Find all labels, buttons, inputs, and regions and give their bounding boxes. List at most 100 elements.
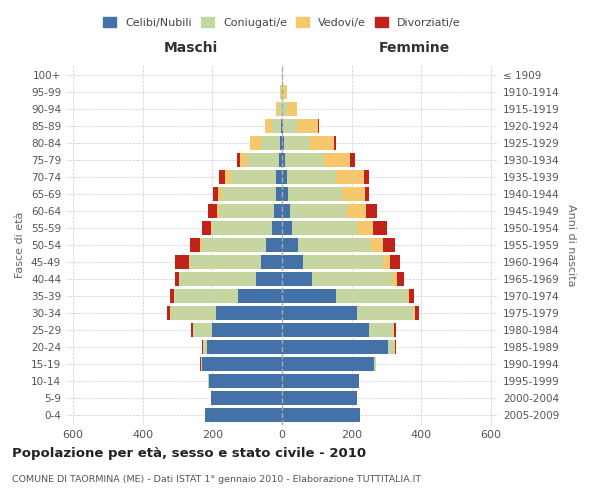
Bar (282, 238, 298, 252)
Bar (282, 119, 283, 133)
Bar (311, 272, 394, 286)
Bar (282, 204, 290, 218)
Bar (282, 170, 287, 184)
Bar (282, 221, 292, 235)
Bar (280, 85, 281, 99)
Bar (282, 255, 303, 269)
Bar (202, 238, 266, 252)
Bar (282, 187, 288, 201)
Y-axis label: Fasce di età: Fasce di età (16, 212, 25, 278)
Bar (170, 306, 216, 320)
Bar (371, 238, 383, 252)
Bar (282, 136, 284, 150)
Bar (394, 272, 397, 286)
Bar (297, 119, 318, 133)
Bar (282, 391, 357, 405)
Text: Maschi: Maschi (164, 41, 218, 55)
Bar (200, 238, 202, 252)
Bar (250, 136, 261, 150)
Bar (283, 85, 287, 99)
Bar (415, 306, 419, 320)
Text: Popolazione per età, sesso e stato civile - 2010: Popolazione per età, sesso e stato civil… (12, 448, 366, 460)
Y-axis label: Anni di nascita: Anni di nascita (566, 204, 576, 286)
Bar (266, 238, 282, 252)
Bar (265, 119, 272, 133)
Bar (238, 289, 282, 303)
Bar (174, 289, 238, 303)
Bar (283, 102, 287, 116)
Bar (298, 238, 371, 252)
Bar (383, 255, 390, 269)
Bar (357, 306, 415, 320)
Bar (261, 255, 282, 269)
Bar (282, 374, 359, 388)
Bar (283, 119, 297, 133)
Bar (324, 153, 350, 167)
Bar (282, 68, 283, 82)
Bar (272, 221, 282, 235)
Bar (211, 221, 212, 235)
Bar (282, 289, 336, 303)
Bar (282, 357, 374, 371)
Bar (292, 221, 357, 235)
Bar (350, 153, 355, 167)
Bar (282, 306, 357, 320)
Bar (286, 153, 324, 167)
Bar (407, 289, 409, 303)
Bar (334, 136, 336, 150)
Bar (388, 340, 395, 354)
Bar (287, 170, 336, 184)
Bar (190, 255, 261, 269)
Bar (272, 119, 281, 133)
Bar (203, 340, 207, 354)
Bar (276, 187, 282, 201)
Bar (336, 170, 364, 184)
Bar (222, 187, 276, 201)
Bar (409, 289, 415, 303)
Bar (282, 323, 369, 337)
Bar (202, 340, 203, 354)
Bar (397, 272, 404, 286)
Bar (225, 170, 231, 184)
Bar (240, 153, 247, 167)
Bar (277, 170, 282, 184)
Bar (211, 391, 282, 405)
Bar (282, 153, 286, 167)
Bar (290, 204, 347, 218)
Bar (342, 187, 365, 201)
Bar (282, 272, 311, 286)
Bar (367, 204, 377, 218)
Bar (373, 221, 386, 235)
Bar (274, 204, 282, 218)
Bar (303, 255, 383, 269)
Bar (364, 170, 369, 184)
Legend: Celibi/Nubili, Coniugati/e, Vedovi/e, Divorziati/e: Celibi/Nubili, Coniugati/e, Vedovi/e, Di… (99, 13, 465, 32)
Text: Femmine: Femmine (379, 41, 450, 55)
Bar (212, 221, 272, 235)
Text: COMUNE DI TAORMINA (ME) - Dati ISTAT 1° gennaio 2010 - Elaborazione TUTTITALIA.I: COMUNE DI TAORMINA (ME) - Dati ISTAT 1° … (12, 476, 421, 484)
Bar (214, 187, 218, 201)
Bar (276, 102, 279, 116)
Bar (191, 323, 193, 337)
Bar (202, 357, 282, 371)
Bar (209, 374, 282, 388)
Bar (287, 102, 297, 116)
Bar (288, 187, 342, 201)
Bar (175, 255, 188, 269)
Bar (216, 306, 282, 320)
Bar (347, 204, 367, 218)
Bar (218, 170, 225, 184)
Bar (170, 289, 173, 303)
Bar (201, 357, 202, 371)
Bar (278, 153, 282, 167)
Bar (167, 306, 170, 320)
Bar (369, 323, 394, 337)
Bar (175, 272, 179, 286)
Bar (282, 340, 388, 354)
Bar (207, 340, 282, 354)
Bar (357, 221, 373, 235)
Bar (282, 408, 361, 422)
Bar (394, 323, 396, 337)
Bar (231, 170, 277, 184)
Bar (218, 187, 222, 201)
